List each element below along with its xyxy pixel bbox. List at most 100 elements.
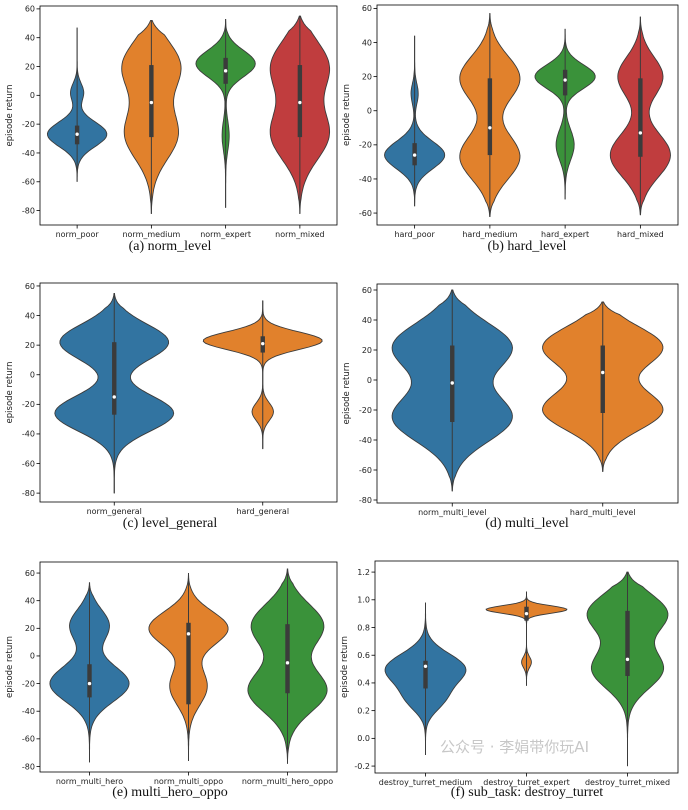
y-axis-label: episode return — [5, 362, 15, 424]
y-tick-label: 40 — [362, 316, 372, 325]
chart-panel-2: 60 40 20 0 -20 -40 -60 episode return hard_poor h… — [342, 4, 679, 254]
x-tick-label: norm_multi_hero — [56, 777, 123, 786]
y-tick-label: -60 — [22, 735, 35, 744]
violin-iqr-box — [423, 660, 428, 689]
y-tick-label: 1.0 — [357, 596, 370, 605]
y-tick-label: -20 — [359, 406, 372, 415]
y-tick-label: 0.0 — [357, 734, 370, 743]
chart-panel-5: 60 40 20 0 -20 -40 -60 -80 episode return norm_mu… — [5, 561, 338, 800]
y-axis-label: episode return — [342, 84, 352, 146]
x-tick-label: norm_multi_level — [418, 508, 486, 517]
x-tick-label: norm_multi_hero_oppo — [242, 777, 333, 786]
violin-median-point — [524, 611, 529, 616]
x-tick-label: hard_mixed — [617, 230, 664, 239]
violin-iqr-box — [87, 664, 92, 698]
subfigure-caption: (c) level_general — [123, 516, 218, 531]
y-tick-label: -80 — [22, 489, 35, 498]
y-tick-label: 0 — [30, 91, 35, 100]
y-tick-label: -60 — [359, 466, 372, 475]
y-tick-label: 40 — [25, 33, 35, 42]
violin-median-point — [638, 131, 643, 135]
y-tick-label: -20 — [22, 400, 35, 409]
y-tick-label: 0 — [367, 107, 372, 116]
plot-frame — [39, 282, 338, 503]
violin-iqr-box — [285, 624, 290, 694]
chart-panel-3: 60 40 20 0 -20 -40 -60 -80 episode return norm_ge… — [5, 282, 338, 531]
y-tick-label: 40 — [362, 38, 372, 47]
x-tick-label: hard_expert — [541, 230, 589, 239]
y-tick-label: 0 — [367, 376, 372, 385]
violin-median-point — [87, 681, 92, 686]
y-tick-label: -80 — [22, 206, 35, 215]
y-tick-label: 0.4 — [357, 679, 370, 688]
subfigure-caption: (f) sub_task: destroy_turret — [451, 785, 604, 800]
x-tick-label: norm_multi_oppo — [154, 777, 223, 786]
plot-frame — [376, 4, 679, 226]
y-axis-label: episode return — [340, 636, 350, 698]
y-tick-label: 20 — [362, 72, 372, 81]
x-tick-label: norm_mixed — [275, 230, 324, 239]
subfigure-caption: (a) norm_level — [129, 239, 212, 254]
subfigure-caption: (e) multi_hero_oppo — [112, 785, 227, 800]
x-tick-label: hard_medium — [462, 230, 517, 239]
y-tick-label: 0.2 — [357, 706, 370, 715]
violin-median-point — [298, 100, 302, 105]
y-tick-label: -40 — [22, 149, 35, 158]
violin-median-point — [112, 395, 116, 399]
x-tick-label: norm_expert — [200, 230, 251, 239]
y-tick-label: 0.8 — [357, 623, 370, 632]
y-tick-label: 20 — [25, 341, 35, 350]
violin-iqr-box — [562, 69, 568, 96]
y-tick-label: 0 — [30, 652, 35, 661]
y-tick-label: 60 — [25, 5, 35, 14]
y-tick-label: -60 — [22, 459, 35, 468]
x-tick-label: hard_multi_level — [570, 508, 636, 517]
y-tick-label: -60 — [22, 178, 35, 187]
violin-iqr-box — [600, 345, 605, 413]
y-tick-label: -80 — [22, 762, 35, 771]
violin-iqr-box — [487, 78, 493, 156]
violin-median-point — [563, 78, 567, 82]
x-tick-label: norm_general — [87, 507, 142, 516]
x-tick-label: destroy_turret_expert — [483, 778, 570, 787]
violin-median-point — [75, 132, 79, 136]
x-tick-label: hard_poor — [394, 230, 435, 239]
y-tick-label: -80 — [359, 496, 372, 505]
y-tick-label: 60 — [25, 282, 35, 291]
y-tick-label: -20 — [22, 679, 35, 688]
subfigure-caption: (b) hard_level — [488, 239, 567, 254]
plot-frame — [39, 5, 338, 226]
y-tick-label: 0 — [30, 371, 35, 380]
y-tick-label: -60 — [359, 209, 372, 218]
violin-median-point — [186, 632, 191, 636]
y-tick-label: 1.2 — [357, 568, 370, 577]
y-tick-label: -40 — [22, 430, 35, 439]
x-tick-label: norm_medium — [122, 230, 180, 239]
y-tick-label: -20 — [359, 141, 372, 150]
violin-median-point — [149, 100, 154, 105]
y-tick-label: 40 — [25, 311, 35, 320]
y-tick-label: 0.6 — [357, 651, 370, 660]
y-axis-label: episode return — [5, 636, 15, 698]
violin-iqr-box — [186, 622, 191, 705]
x-tick-label: destroy_turret_medium — [379, 778, 473, 787]
y-tick-label: 60 — [25, 569, 35, 578]
violin-iqr-box — [625, 610, 630, 677]
y-tick-label: 20 — [25, 62, 35, 71]
y-tick-label: 60 — [362, 4, 372, 13]
y-tick-label: -0.2 — [354, 762, 370, 771]
y-axis-label: episode return — [5, 85, 15, 147]
x-tick-label: norm_poor — [56, 230, 100, 239]
violin-iqr-box — [638, 78, 643, 157]
violin-median-point — [261, 341, 265, 346]
y-axis-label: episode return — [342, 363, 352, 425]
y-tick-label: -20 — [22, 120, 35, 129]
violin-median-point — [223, 69, 228, 73]
y-tick-label: -40 — [22, 707, 35, 716]
subfigure-caption: (d) multi_level — [485, 516, 569, 531]
chart-panel-6: 1.2 1.0 0.8 0.6 0.4 0.2 0.0 -0.2 episode return d… — [340, 560, 679, 800]
y-tick-label: 60 — [362, 286, 372, 295]
violin-median-point — [285, 661, 290, 665]
x-tick-label: destroy_turret_mixed — [585, 778, 670, 787]
